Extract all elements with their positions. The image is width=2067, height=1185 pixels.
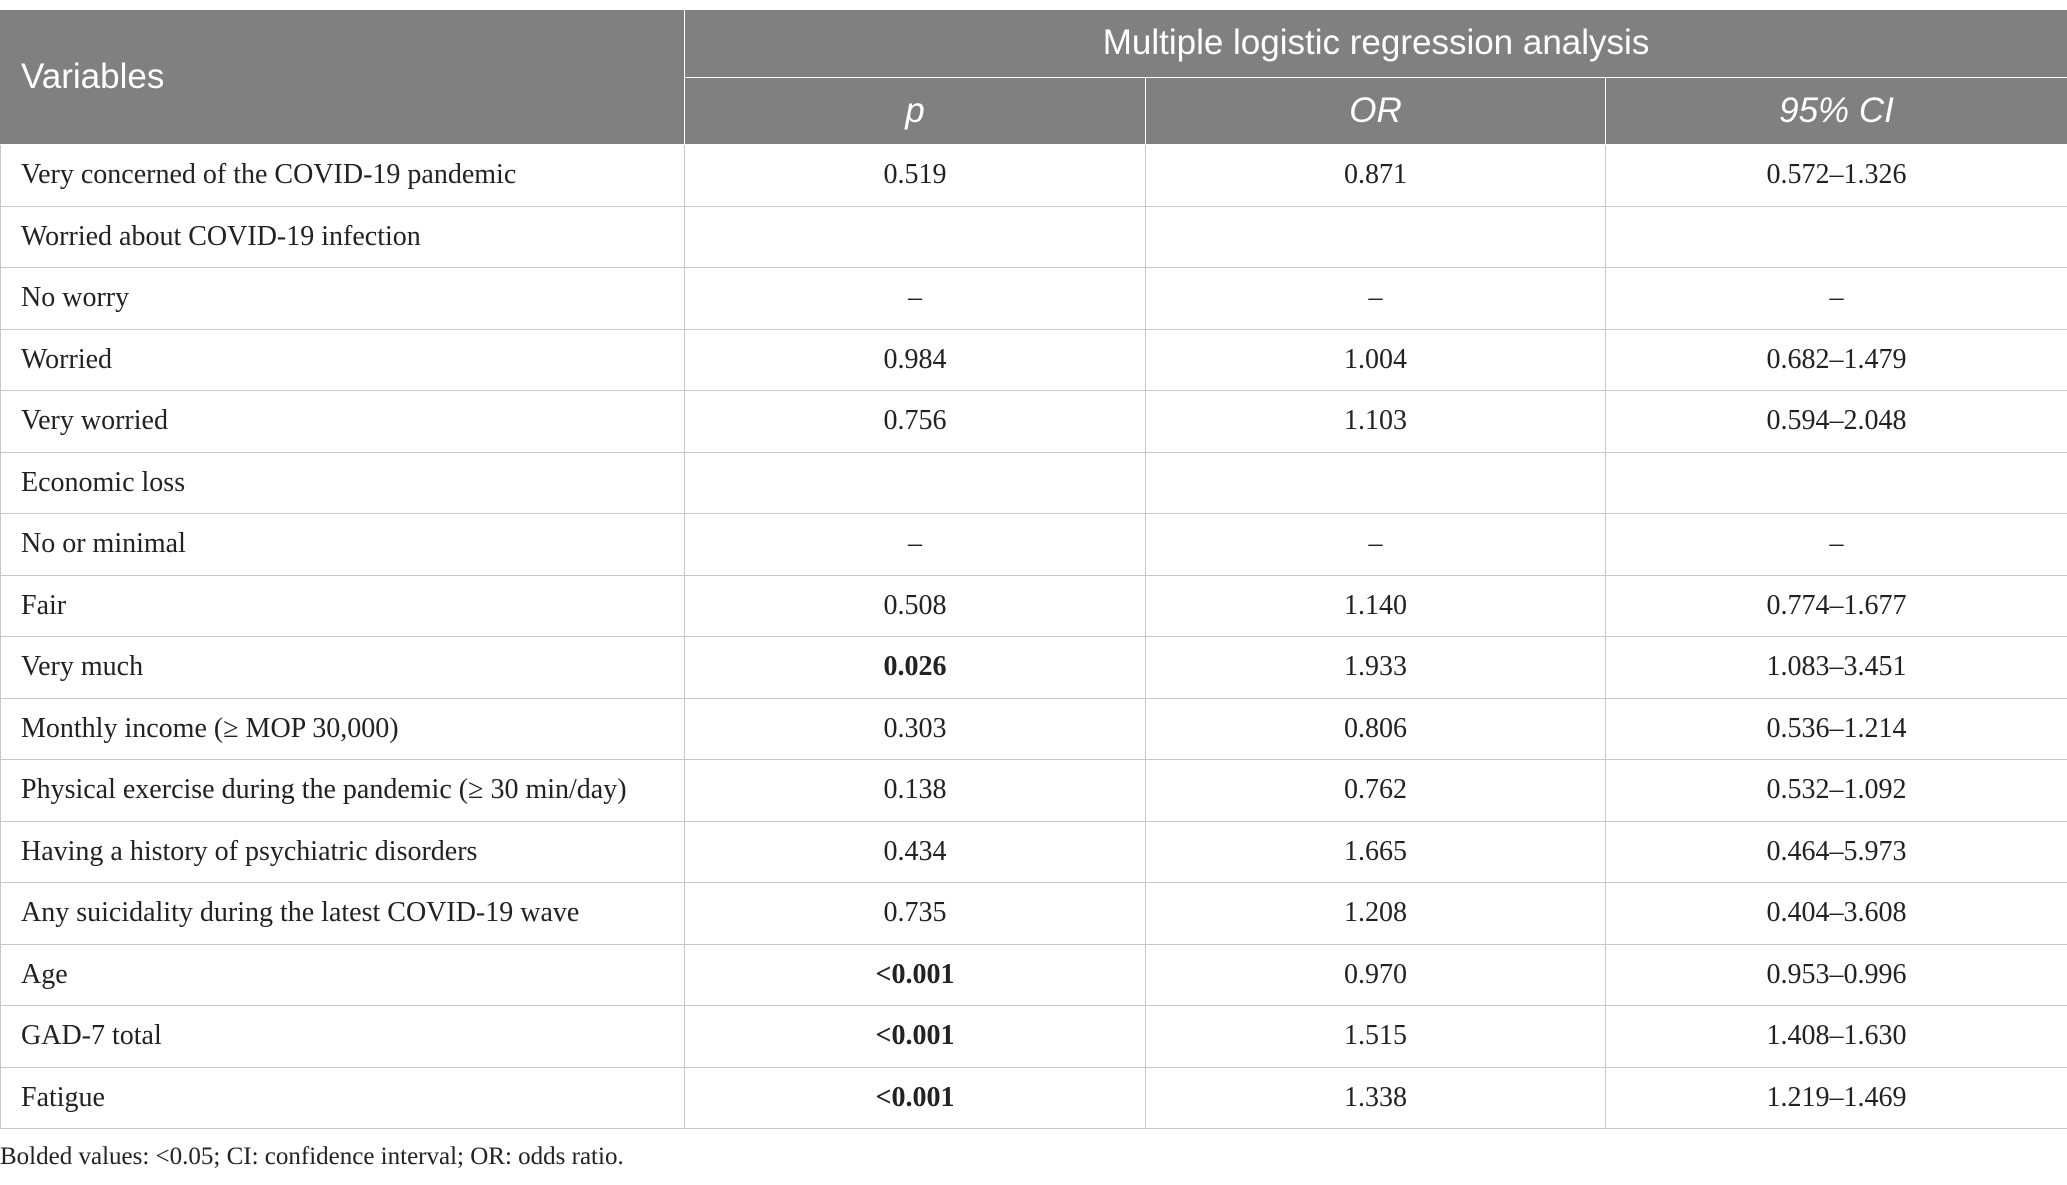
odds-ratio-cell: 0.806: [1145, 697, 1606, 760]
variable-cell: Fair: [0, 574, 685, 637]
variable-cell: Worried: [0, 328, 685, 391]
p-value-cell: <0.001: [684, 1005, 1146, 1068]
p-value-cell: 0.756: [684, 390, 1146, 453]
p-value-cell: 0.508: [684, 574, 1146, 637]
confidence-interval-cell: [1604, 451, 2067, 514]
table-header: Variables Multiple logistic regression a…: [0, 9, 2067, 145]
variable-cell: Having a history of psychiatric disorder…: [0, 820, 685, 883]
confidence-interval-cell: [1604, 205, 2067, 268]
odds-ratio-cell: 1.103: [1145, 390, 1606, 453]
p-value-cell: 0.026: [684, 636, 1146, 699]
confidence-interval-cell: 0.404–3.608: [1604, 882, 2067, 945]
table-row: Any suicidality during the latest COVID-…: [0, 882, 2067, 945]
p-value-cell: –: [684, 513, 1146, 576]
table-row: Worried 0.984 1.004 0.682–1.479: [0, 328, 2067, 391]
table-row: Physical exercise during the pandemic (≥…: [0, 759, 2067, 822]
odds-ratio-cell: 0.970: [1145, 943, 1606, 1006]
regression-table: Variables Multiple logistic regression a…: [0, 9, 2067, 1129]
odds-ratio-cell: 1.004: [1145, 328, 1606, 391]
or-column-header: OR: [1145, 76, 1606, 145]
confidence-interval-cell: 0.536–1.214: [1604, 697, 2067, 760]
odds-ratio-cell: 0.871: [1145, 144, 1606, 207]
odds-ratio-cell: 0.762: [1145, 759, 1606, 822]
p-value-cell: [684, 205, 1146, 268]
p-value-cell: 0.984: [684, 328, 1146, 391]
variable-cell: Any suicidality during the latest COVID-…: [0, 882, 685, 945]
variable-cell: Very much: [0, 636, 685, 699]
variable-cell: No or minimal: [0, 513, 685, 576]
variable-cell: Physical exercise during the pandemic (≥…: [0, 759, 685, 822]
table-footnote: Bolded values: <0.05; CI: confidence int…: [0, 1143, 624, 1170]
confidence-interval-cell: 0.682–1.479: [1604, 328, 2067, 391]
confidence-interval-cell: –: [1604, 267, 2067, 330]
table-row: Fair 0.508 1.140 0.774–1.677: [0, 574, 2067, 637]
variable-cell: GAD-7 total: [0, 1005, 685, 1068]
confidence-interval-cell: –: [1604, 513, 2067, 576]
p-value-cell: –: [684, 267, 1146, 330]
ci-column-header: 95% CI: [1604, 76, 2067, 145]
confidence-interval-cell: 0.532–1.092: [1604, 759, 2067, 822]
confidence-interval-cell: 0.464–5.973: [1604, 820, 2067, 883]
odds-ratio-cell: –: [1145, 513, 1606, 576]
variables-column-header: Variables: [0, 9, 685, 145]
variable-cell: No worry: [0, 267, 685, 330]
table-row: Very much 0.026 1.933 1.083–3.451: [0, 636, 2067, 699]
p-column-header: p: [684, 76, 1146, 145]
p-value-cell: 0.434: [684, 820, 1146, 883]
variable-cell: Economic loss: [0, 451, 685, 514]
table-body: Very concerned of the COVID-19 pandemic 0…: [0, 144, 2067, 1129]
table-row: Fatigue <0.001 1.338 1.219–1.469: [0, 1066, 2067, 1129]
confidence-interval-cell: 0.774–1.677: [1604, 574, 2067, 637]
table-row: Economic loss: [0, 451, 2067, 514]
confidence-interval-cell: 0.953–0.996: [1604, 943, 2067, 1006]
odds-ratio-cell: 1.140: [1145, 574, 1606, 637]
table-row: No worry – – –: [0, 267, 2067, 330]
variable-cell: Monthly income (≥ MOP 30,000): [0, 697, 685, 760]
table-row: GAD-7 total <0.001 1.515 1.408–1.630: [0, 1005, 2067, 1068]
variable-cell: Age: [0, 943, 685, 1006]
variable-cell: Worried about COVID-19 infection: [0, 205, 685, 268]
odds-ratio-cell: 1.338: [1145, 1066, 1606, 1129]
variable-cell: Very concerned of the COVID-19 pandemic: [0, 144, 685, 207]
p-value-cell: 0.138: [684, 759, 1146, 822]
confidence-interval-cell: 1.083–3.451: [1604, 636, 2067, 699]
analysis-group-header: Multiple logistic regression analysis: [683, 9, 2067, 78]
odds-ratio-cell: [1145, 451, 1606, 514]
table-row: Very worried 0.756 1.103 0.594–2.048: [0, 390, 2067, 453]
confidence-interval-cell: 1.219–1.469: [1604, 1066, 2067, 1129]
confidence-interval-cell: 0.572–1.326: [1604, 144, 2067, 207]
confidence-interval-cell: 1.408–1.630: [1604, 1005, 2067, 1068]
table-row: Having a history of psychiatric disorder…: [0, 820, 2067, 883]
odds-ratio-cell: 1.208: [1145, 882, 1606, 945]
table-row: Monthly income (≥ MOP 30,000) 0.303 0.806 0…: [0, 697, 2067, 760]
odds-ratio-cell: [1145, 205, 1606, 268]
p-value-cell: 0.735: [684, 882, 1146, 945]
odds-ratio-cell: 1.933: [1145, 636, 1606, 699]
odds-ratio-cell: –: [1145, 267, 1606, 330]
table-row: Worried about COVID-19 infection: [0, 205, 2067, 268]
table-row: Age <0.001 0.970 0.953–0.996: [0, 943, 2067, 1006]
table-row: No or minimal – – –: [0, 513, 2067, 576]
p-value-cell: <0.001: [684, 1066, 1146, 1129]
p-value-cell: <0.001: [684, 943, 1146, 1006]
variable-cell: Fatigue: [0, 1066, 685, 1129]
confidence-interval-cell: 0.594–2.048: [1604, 390, 2067, 453]
odds-ratio-cell: 1.515: [1145, 1005, 1606, 1068]
p-value-cell: 0.519: [684, 144, 1146, 207]
table-row: Very concerned of the COVID-19 pandemic 0…: [0, 144, 2067, 207]
p-value-cell: [684, 451, 1146, 514]
odds-ratio-cell: 1.665: [1145, 820, 1606, 883]
variable-cell: Very worried: [0, 390, 685, 453]
regression-table-container: Variables Multiple logistic regression a…: [0, 9, 2067, 1129]
p-value-cell: 0.303: [684, 697, 1146, 760]
